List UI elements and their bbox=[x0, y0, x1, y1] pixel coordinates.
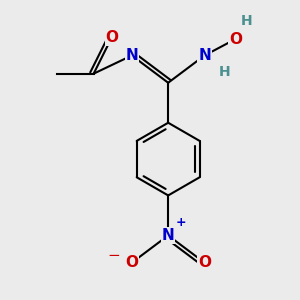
Text: H: H bbox=[241, 14, 252, 28]
Text: +: + bbox=[176, 216, 186, 229]
Text: H: H bbox=[219, 65, 230, 79]
Text: N: N bbox=[198, 48, 211, 63]
Text: N: N bbox=[125, 48, 138, 63]
Text: O: O bbox=[198, 255, 211, 270]
Text: O: O bbox=[229, 32, 242, 46]
Text: N: N bbox=[162, 228, 175, 243]
Text: O: O bbox=[125, 255, 138, 270]
Text: −: − bbox=[107, 248, 120, 263]
Text: O: O bbox=[105, 30, 118, 45]
